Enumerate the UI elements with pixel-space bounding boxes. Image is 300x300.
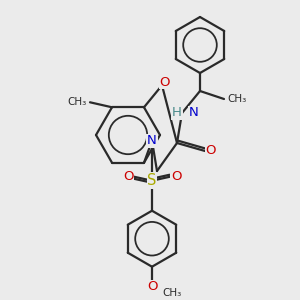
Text: O: O bbox=[123, 170, 133, 183]
Text: N: N bbox=[189, 106, 199, 119]
Text: O: O bbox=[206, 145, 216, 158]
Text: CH₃: CH₃ bbox=[162, 288, 181, 298]
Text: CH₃: CH₃ bbox=[68, 97, 87, 107]
Text: O: O bbox=[147, 280, 157, 293]
Text: O: O bbox=[160, 76, 170, 89]
Text: H: H bbox=[172, 106, 182, 119]
Text: S: S bbox=[147, 173, 157, 188]
Text: O: O bbox=[171, 170, 181, 183]
Text: CH₃: CH₃ bbox=[227, 94, 246, 104]
Text: N: N bbox=[147, 134, 157, 147]
